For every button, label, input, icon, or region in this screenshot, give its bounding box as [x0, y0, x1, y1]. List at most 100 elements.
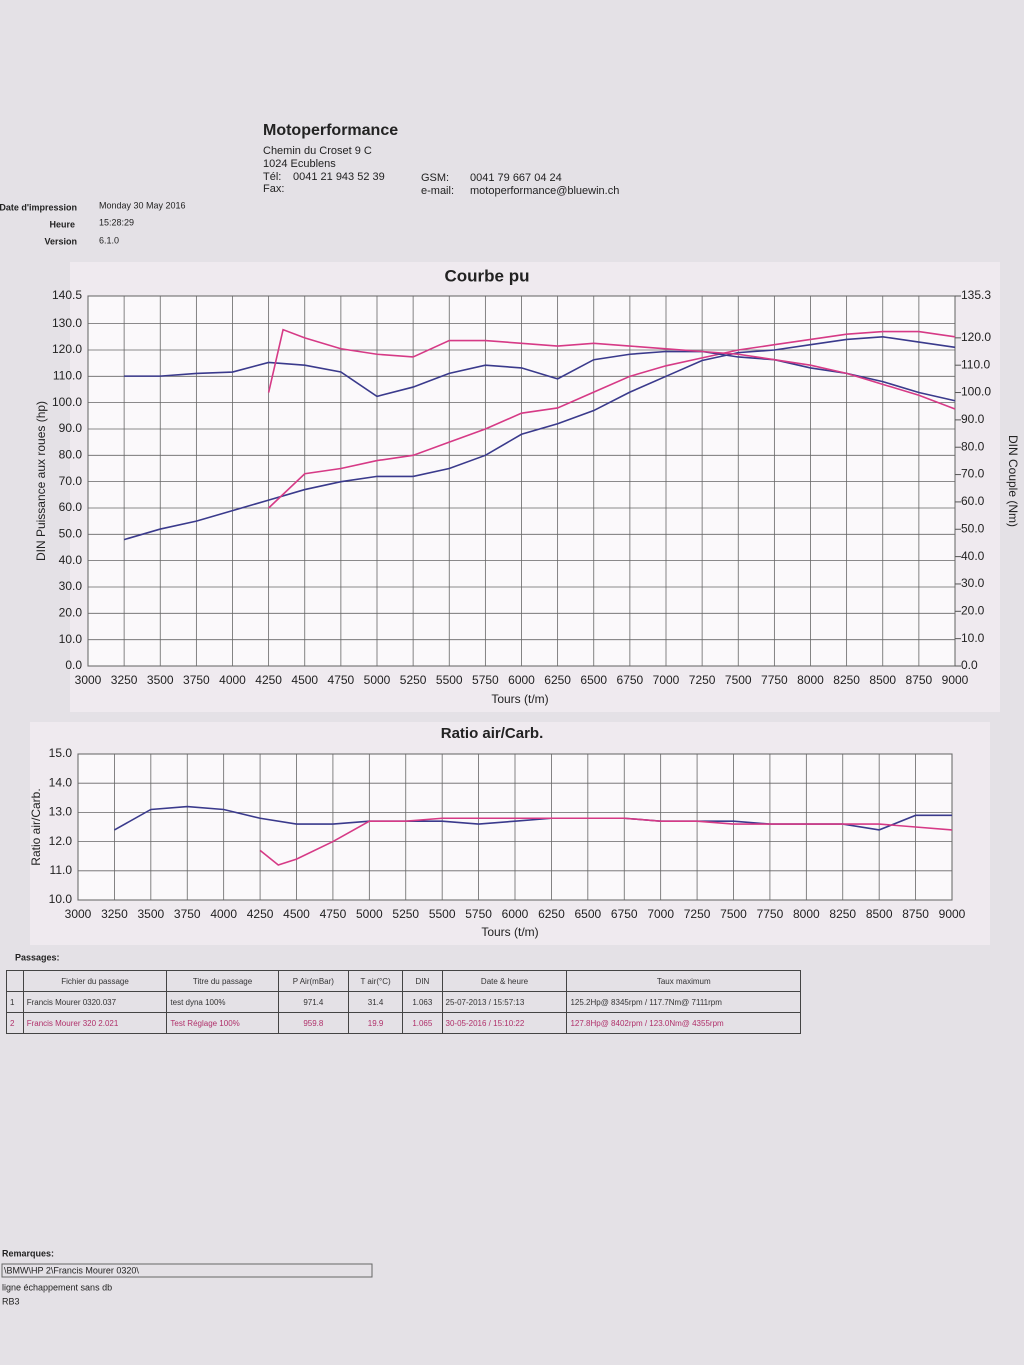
- x-tick-label: 3250: [101, 907, 128, 921]
- y-tick-label: 30.0: [59, 579, 83, 593]
- x-tick-label: 3500: [137, 907, 164, 921]
- y2-tick-label: 0.0: [961, 658, 978, 672]
- table-cell: 1: [6, 991, 24, 1013]
- table-cell: 2: [6, 1012, 24, 1034]
- y-tick-label: 15.0: [49, 746, 73, 760]
- y2-tick-label: 135.3: [961, 288, 991, 302]
- meta-value: 6.1.0: [99, 235, 119, 245]
- x-tick-label: 6500: [574, 907, 601, 921]
- column-header: [6, 970, 24, 992]
- gsm: 0041 79 667 04 24: [470, 172, 562, 184]
- y2-tick-label: 90.0: [961, 412, 985, 426]
- x-axis-label: Tours (t/m): [481, 925, 538, 939]
- y2-tick-label: 70.0: [961, 467, 985, 481]
- x-tick-label: 8250: [829, 907, 856, 921]
- y2-tick-label: 60.0: [961, 494, 985, 508]
- chart-title: Ratio air/Carb.: [441, 725, 544, 742]
- y2-tick-label: 100.0: [961, 385, 991, 399]
- y-tick-label: 60.0: [59, 500, 83, 514]
- y2-tick-label: 20.0: [961, 603, 985, 617]
- y2-tick-label: 120.0: [961, 330, 991, 344]
- y-tick-label: 20.0: [59, 606, 83, 620]
- y-tick-label: 80.0: [59, 447, 83, 461]
- x-tick-label: 8750: [902, 907, 929, 921]
- x-tick-label: 3000: [65, 907, 92, 921]
- x-tick-label: 7250: [689, 673, 716, 687]
- y2-tick-label: 10.0: [961, 631, 985, 645]
- y2-tick-label: 50.0: [961, 521, 985, 535]
- y-axis-label: DIN Puissance aux roues (hp): [34, 401, 48, 561]
- y2-tick-label: 30.0: [961, 576, 985, 590]
- column-header: Fichier du passage: [22, 970, 168, 992]
- y-tick-label: 100.0: [52, 395, 82, 409]
- x-tick-label: 5000: [356, 907, 383, 921]
- column-header: Titre du passage: [166, 970, 279, 992]
- x-tick-label: 5250: [392, 907, 419, 921]
- x-tick-label: 7750: [757, 907, 784, 921]
- y-tick-label: 40.0: [59, 553, 83, 567]
- x-tick-label: 6000: [508, 673, 535, 687]
- x-tick-label: 4000: [210, 907, 237, 921]
- x-tick-label: 7000: [653, 673, 680, 687]
- y-tick-label: 0.0: [65, 658, 82, 672]
- x-tick-label: 6000: [502, 907, 529, 921]
- x-tick-label: 3000: [75, 673, 102, 687]
- column-header: Taux maximum: [566, 970, 801, 992]
- x-tick-label: 8000: [797, 673, 824, 687]
- x-tick-label: 9000: [939, 907, 966, 921]
- table-cell: 25-07-2013 / 15:57:13: [441, 991, 568, 1013]
- column-header: Date & heure: [441, 970, 568, 992]
- remark: RB3: [2, 1296, 20, 1306]
- series-line: [268, 330, 956, 509]
- x-tick-label: 7500: [720, 907, 747, 921]
- x-tick-label: 6750: [611, 907, 638, 921]
- y2-tick-label: 110.0: [961, 357, 990, 371]
- x-tick-label: 8500: [869, 673, 896, 687]
- y-tick-label: 10.0: [49, 892, 73, 906]
- y2-tick-label: 40.0: [961, 549, 985, 563]
- x-tick-label: 7750: [761, 673, 788, 687]
- y2-axis-label: DIN Couple (Nm): [1006, 435, 1020, 527]
- x-tick-label: 4750: [320, 907, 347, 921]
- table-cell: 971.4: [277, 991, 349, 1013]
- x-tick-label: 6750: [617, 673, 644, 687]
- y-tick-label: 50.0: [59, 526, 83, 540]
- x-tick-label: 5250: [400, 673, 427, 687]
- x-tick-label: 4750: [328, 673, 355, 687]
- remark: \BMW\HP 2\Francis Mourer 0320\: [4, 1265, 139, 1275]
- y-tick-label: 110.0: [53, 368, 82, 382]
- table-cell: 30-05-2016 / 15:10:22: [441, 1012, 568, 1034]
- table-row: 1 Francis Mourer 0320.037 test dyna 100% 97…: [6, 991, 801, 1013]
- section-title: Remarques:: [2, 1248, 54, 1258]
- x-tick-label: 3750: [183, 673, 210, 687]
- x-tick-label: 5500: [429, 907, 456, 921]
- address: 1024 Ecublens: [263, 158, 336, 170]
- x-tick-label: 6250: [544, 673, 571, 687]
- meta-label: Version: [44, 236, 77, 246]
- meta-value: 15:28:29: [99, 217, 134, 227]
- label: Tél:: [263, 171, 281, 183]
- table-cell: 959.8: [277, 1012, 349, 1034]
- y-tick-label: 70.0: [59, 474, 83, 488]
- x-tick-label: 4250: [247, 907, 274, 921]
- label: e-mail:: [421, 185, 454, 197]
- x-tick-label: 4500: [283, 907, 310, 921]
- column-header: P Air(mBar): [277, 970, 349, 992]
- column-header: DIN: [402, 970, 443, 992]
- y-tick-label: 130.0: [52, 316, 82, 330]
- series-line: [267, 328, 956, 410]
- y2-tick-label: 80.0: [961, 439, 985, 453]
- x-tick-label: 4250: [255, 673, 282, 687]
- y-axis-label: Ratio air/Carb.: [29, 788, 43, 865]
- y-tick-label: 14.0: [49, 775, 73, 789]
- y-tick-label: 120.0: [52, 342, 82, 356]
- meta-label: Heure: [49, 219, 75, 229]
- x-tick-label: 5750: [472, 673, 499, 687]
- x-tick-label: 5750: [465, 907, 492, 921]
- x-tick-label: 3250: [111, 673, 138, 687]
- remark-box: [1, 1263, 373, 1278]
- chart-title: Courbe pu: [445, 266, 530, 285]
- table-cell: 1.065: [402, 1012, 443, 1034]
